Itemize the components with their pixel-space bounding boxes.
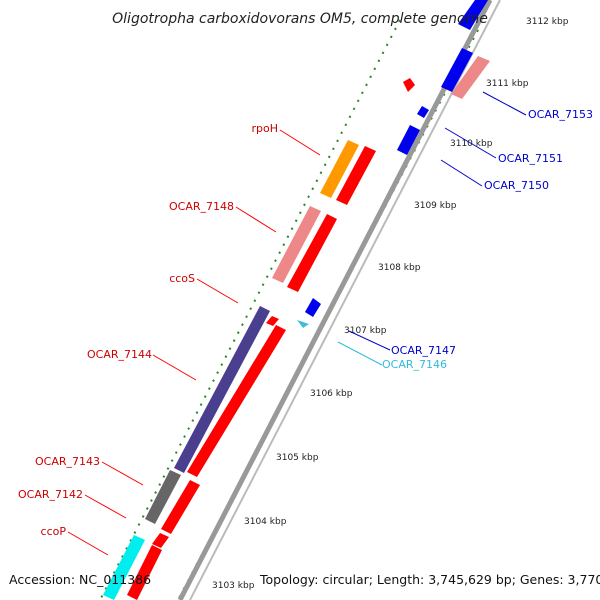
- map-title: Oligotropha carboxidovorans OM5, complet…: [112, 11, 488, 27]
- gene-label[interactable]: OCAR_7146: [382, 358, 447, 371]
- forward-genes: [103, 140, 376, 600]
- tick-track: [99, 19, 479, 600]
- gene-OCAR-7148[interactable]: [287, 214, 337, 292]
- gene-OCAR-7143[interactable]: [161, 480, 200, 534]
- gene-label[interactable]: OCAR_7147: [391, 344, 456, 357]
- accession-label: Accession: NC_011386: [9, 572, 152, 587]
- forward-leaders: [67, 129, 321, 556]
- gene-pink-7148[interactable]: [272, 206, 321, 283]
- gene-rpoH[interactable]: [336, 146, 376, 205]
- gene-blue-7153[interactable]: [441, 48, 473, 92]
- gene-ccoP[interactable]: [127, 545, 162, 600]
- gene-OCAR-7144[interactable]: [187, 325, 286, 477]
- backbone: [177, 0, 501, 600]
- gene-blue-7147[interactable]: [305, 298, 321, 317]
- tick-label: 3111 kbp: [486, 79, 529, 89]
- gene-label[interactable]: ccoP: [41, 525, 67, 538]
- tick-label: 3105 kbp: [276, 453, 319, 463]
- reverse-gene-labels: OCAR_7153 OCAR_7151 OCAR_7150 OCAR_7147 …: [382, 108, 593, 371]
- gene-purple-ccoS[interactable]: [174, 306, 270, 473]
- tick-label: 3103 kbp: [212, 581, 255, 591]
- tick-label: 3104 kbp: [244, 517, 287, 527]
- gene-top-blue[interactable]: [458, 0, 488, 30]
- reverse-genes: [297, 0, 490, 328]
- genome-summary: Topology: circular; Length: 3,745,629 bp…: [260, 572, 600, 587]
- gene-light-blue-7146[interactable]: [297, 320, 309, 328]
- gene-small-red[interactable]: [266, 316, 279, 326]
- gene-pink-7153[interactable]: [451, 56, 490, 99]
- tick-label: 3107 kbp: [344, 326, 387, 336]
- forward-gene-labels: rpoH OCAR_7148 ccoS OCAR_7144 OCAR_7143 …: [18, 122, 278, 538]
- gene-blue-7150[interactable]: [397, 125, 420, 155]
- gene-orange[interactable]: [320, 140, 359, 198]
- gene-label[interactable]: OCAR_7150: [484, 179, 549, 192]
- gene-label[interactable]: OCAR_7148: [169, 200, 234, 213]
- reverse-leaders: [348, 91, 527, 351]
- gene-grey-7143[interactable]: [145, 470, 181, 524]
- gene-label[interactable]: OCAR_7153: [528, 108, 593, 121]
- gene-label[interactable]: ccoS: [169, 272, 195, 285]
- gene-label[interactable]: OCAR_7143: [35, 455, 100, 468]
- scale-ticks: 3112 kbp 3111 kbp 3110 kbp 3109 kbp 3108…: [212, 17, 569, 591]
- gene-red-small-top[interactable]: [403, 78, 415, 92]
- gene-label[interactable]: rpoH: [251, 122, 278, 135]
- gene-label[interactable]: OCAR_7151: [498, 152, 563, 165]
- gene-label[interactable]: OCAR_7142: [18, 488, 83, 501]
- gene-cyan-ccoP[interactable]: [103, 535, 145, 600]
- tick-label: 3106 kbp: [310, 389, 353, 399]
- tick-label: 3112 kbp: [526, 17, 569, 27]
- reverse-leader-cyan: [337, 341, 383, 366]
- gene-label[interactable]: OCAR_7144: [87, 348, 152, 361]
- tick-label: 3108 kbp: [378, 263, 421, 273]
- gene-OCAR-7142[interactable]: [152, 533, 169, 548]
- gene-blue-7151[interactable]: [417, 106, 429, 118]
- tick-label: 3109 kbp: [414, 201, 457, 211]
